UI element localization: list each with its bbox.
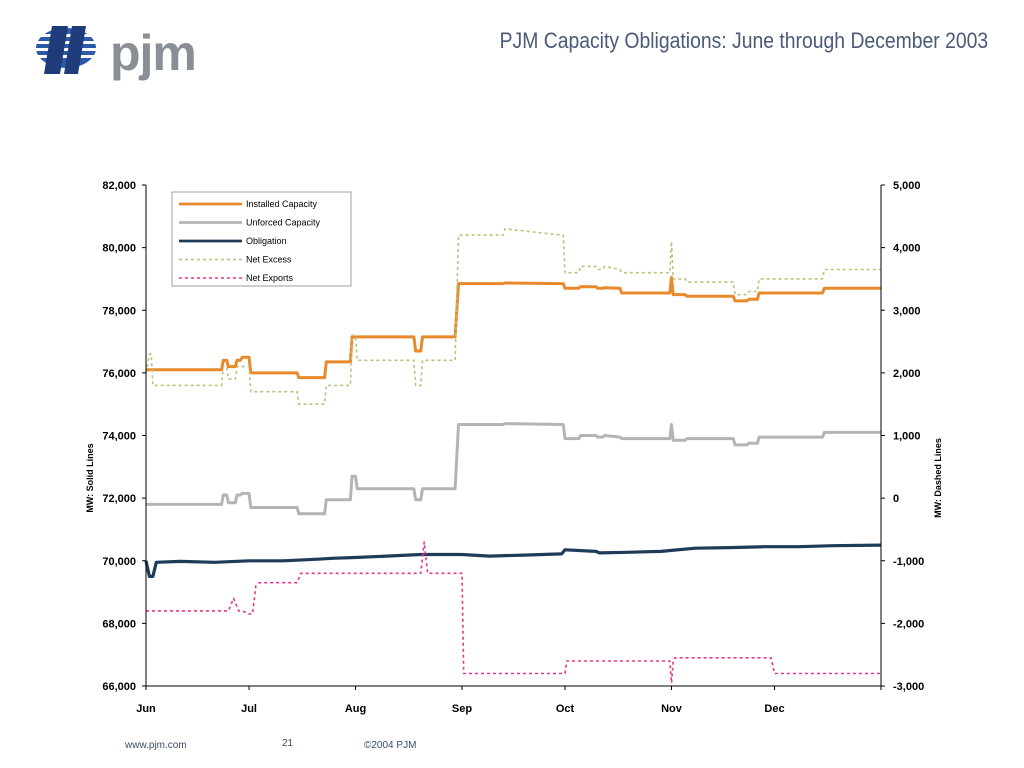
pjm-logo: pjm	[24, 20, 197, 84]
y-right-tick-label: -1,000	[893, 556, 924, 568]
x-tick-label: Dec	[764, 703, 784, 715]
series-line-unforced-capacity	[146, 422, 881, 516]
legend-entry: Net Excess	[246, 255, 292, 265]
y-left-tick-label: 74,000	[102, 431, 136, 443]
series-lines	[144, 228, 882, 684]
y-left-tick-label: 80,000	[102, 243, 136, 255]
logo-text: pjm	[110, 25, 197, 81]
x-tick-label: Sep	[452, 703, 472, 715]
series-line-net-exports	[146, 541, 881, 684]
y-left-tick-label: 70,000	[102, 556, 136, 568]
y-left-tick-label: 82,000	[102, 180, 136, 192]
legend-entry: Net Exports	[246, 273, 294, 283]
y-right-tick-label: 2,000	[893, 368, 921, 380]
y-right-tick-label: 3,000	[893, 305, 921, 317]
y-left-tick-label: 78,000	[102, 305, 136, 317]
y-left-tick-label: 76,000	[102, 368, 136, 380]
x-tick-label: Oct	[556, 703, 575, 715]
footer-url[interactable]: www.pjm.com	[125, 740, 187, 751]
x-tick-label: Jul	[241, 703, 257, 715]
footer-page-number: 21	[282, 738, 294, 749]
footer-copyright: ©2004 PJM	[364, 740, 417, 751]
slide-title: PJM Capacity Obligations: June through D…	[499, 28, 988, 53]
logo-mark-icon	[34, 26, 98, 74]
x-tick-label: Nov	[661, 703, 683, 715]
legend-entry: Unforced Capacity	[246, 218, 321, 228]
legend-entry: Obligation	[246, 236, 287, 246]
legend-entry: Installed Capacity	[246, 199, 318, 209]
y-left-tick-label: 72,000	[102, 493, 136, 505]
y-right-tick-label: -2,000	[893, 618, 924, 630]
chart-axes: 82,000 80,000 78,000 76,000 74,000 72,000 70,0…	[102, 180, 924, 715]
y-right-tick-label: 0	[893, 493, 899, 505]
y-right-tick-label: 5,000	[893, 180, 921, 192]
y-right-tick-label: 1,000	[893, 431, 921, 443]
y-axis-left-title: MW: Solid Lines	[85, 443, 95, 512]
x-tick-label: Jun	[136, 703, 156, 715]
y-axis-right-title: MW: Dashed Lines	[933, 438, 943, 518]
series-line-net-excess	[145, 228, 881, 406]
chart-legend: Installed Capacity Unforced Capacity Oblig…	[171, 191, 352, 287]
x-tick-label: Aug	[345, 703, 366, 715]
series-line-obligation	[144, 543, 882, 579]
y-left-tick-label: 68,000	[102, 618, 136, 630]
y-right-tick-label: -3,000	[893, 681, 924, 693]
series-line-installed-capacity	[146, 275, 881, 380]
y-left-tick-label: 66,000	[102, 681, 136, 693]
legend-box	[171, 191, 352, 287]
y-right-tick-label: 4,000	[893, 243, 921, 255]
